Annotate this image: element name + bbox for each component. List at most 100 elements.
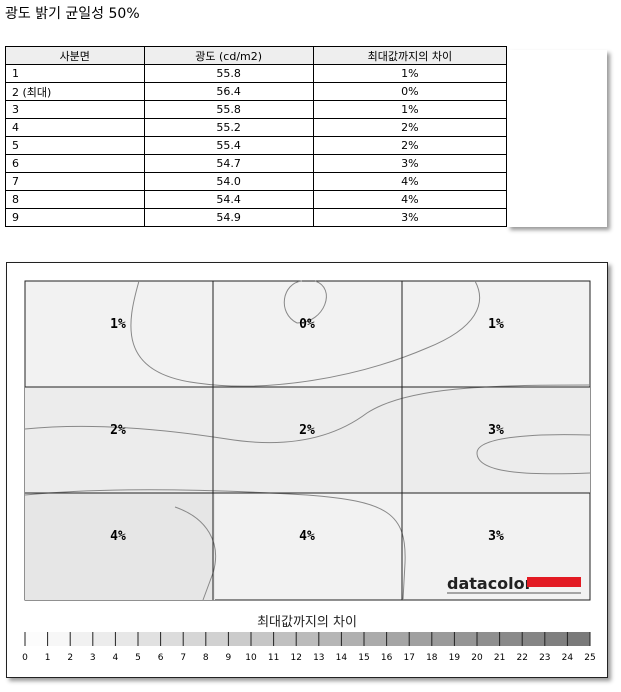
scale-tick-label: 24 <box>562 653 574 663</box>
cell-label: 3% <box>488 529 504 544</box>
scale-tick-label: 4 <box>113 653 119 663</box>
table-cell: 56.4 <box>143 82 314 101</box>
cell-label: 2% <box>299 423 315 438</box>
scale-segment <box>318 632 342 646</box>
table-cell: 1 <box>5 64 145 83</box>
scale-segment <box>341 632 364 646</box>
scale-segment <box>251 632 274 646</box>
scale-segment <box>431 632 455 646</box>
scale-segment <box>183 632 206 646</box>
table-cell: 6 <box>5 154 145 173</box>
scale-tick-label: 1 <box>45 653 51 663</box>
scale-segment <box>205 632 229 646</box>
table-cell: 3% <box>312 208 508 227</box>
data-table: 사분면 광도 (cd/m2) 최대값까지의 차이 1 55.8 1% 2 (최대) 56.4… <box>5 46 508 227</box>
scale-segment <box>409 632 432 646</box>
scale-segment <box>228 632 251 646</box>
datacolor-logo-bar <box>527 577 581 587</box>
table-cell: 55.4 <box>143 136 314 155</box>
table-cell: 1% <box>312 100 508 119</box>
table-cell: 4% <box>312 190 508 209</box>
bottom-left-region <box>25 493 215 600</box>
table-cell: 1% <box>312 64 508 83</box>
scale-segment <box>70 632 93 646</box>
contour-lines <box>24 280 591 601</box>
table-cell: 2% <box>312 118 508 137</box>
scale-segment <box>386 632 410 646</box>
table-cell: 7 <box>5 172 145 191</box>
scale-segment <box>138 632 161 646</box>
table-row: 5 55.4 2% <box>5 136 508 155</box>
scale-tick-label: 0 <box>22 653 28 663</box>
scale-tick-label: 5 <box>135 653 141 663</box>
scale-segment <box>499 632 523 646</box>
table-cell: 55.2 <box>143 118 314 137</box>
scale-segment <box>364 632 387 646</box>
table-row: 1 55.8 1% <box>5 64 508 83</box>
scale-tick-label: 7 <box>180 653 186 663</box>
scale-tick-label: 22 <box>516 653 527 663</box>
scale-segment <box>477 632 500 646</box>
column-header: 광도 (cd/m2) <box>143 46 314 65</box>
table-cell: 2% <box>312 136 508 155</box>
scale-tick-label: 23 <box>539 653 550 663</box>
table-cell: 55.8 <box>143 100 314 119</box>
scale-tick-label: 20 <box>471 653 483 663</box>
table-cell: 55.8 <box>143 64 314 83</box>
scale-tick-label: 11 <box>268 653 279 663</box>
table-cell: 54.4 <box>143 190 314 209</box>
datacolor-logo: datacolor <box>447 574 533 593</box>
table-row: 7 54.0 4% <box>5 172 508 191</box>
scale-tick-label: 6 <box>158 653 164 663</box>
scale-tick-label: 19 <box>449 653 461 663</box>
cell-label: 4% <box>299 529 315 544</box>
scale-tick-label: 18 <box>426 653 438 663</box>
scale-segment <box>115 632 138 646</box>
cell-label: 3% <box>488 423 504 438</box>
legend-title: 최대값까지의 차이 <box>257 615 357 630</box>
scale-segment <box>296 632 319 646</box>
cell-label: 4% <box>110 529 126 544</box>
scale-tick-label: 21 <box>494 653 505 663</box>
scale-tick-label: 12 <box>290 653 301 663</box>
cell-label: 2% <box>110 423 126 438</box>
data-table-wrap: 사분면 광도 (cd/m2) 최대값까지의 차이 1 55.8 1% 2 (최대) 56.4… <box>5 46 508 227</box>
scale-tick-label: 3 <box>90 653 96 663</box>
scale-tick-label: 10 <box>245 653 257 663</box>
cell-label: 0% <box>299 317 315 332</box>
page-title: 광도 밝기 균일성 50% <box>5 6 140 22</box>
cell-label: 1% <box>488 317 504 332</box>
column-header: 사분면 <box>5 46 145 65</box>
table-cell: 4% <box>312 172 508 191</box>
scale-tick-label: 14 <box>336 653 348 663</box>
table-cell: 3% <box>312 154 508 173</box>
table-cell: 8 <box>5 190 145 209</box>
scale-segment <box>522 632 545 646</box>
scale-segment <box>567 632 590 646</box>
scale-tick-label: 15 <box>358 653 369 663</box>
table-cell: 54.7 <box>143 154 314 173</box>
scale-segment <box>47 632 71 646</box>
scale-tick-label: 16 <box>381 653 393 663</box>
table-row: 6 54.7 3% <box>5 154 508 173</box>
table-row: 3 55.8 1% <box>5 100 508 119</box>
table-cell: 54.9 <box>143 208 314 227</box>
table-cell: 2 (최대) <box>5 82 145 101</box>
grid-lines <box>25 281 590 600</box>
column-header: 최대값까지의 차이 <box>312 46 508 65</box>
table-row: 9 54.9 3% <box>5 208 508 227</box>
table-row: 2 (최대) 56.4 0% <box>5 82 508 101</box>
scale-segment <box>544 632 568 646</box>
scale-tick-label: 8 <box>203 653 209 663</box>
scale-tick-label: 2 <box>67 653 73 663</box>
scale-segment <box>160 632 184 646</box>
scale-segment <box>454 632 477 646</box>
scale-tick-label: 13 <box>313 653 324 663</box>
table-cell: 9 <box>5 208 145 227</box>
table-cell: 3 <box>5 100 145 119</box>
table-cell: 5 <box>5 136 145 155</box>
scale-segment <box>25 632 48 646</box>
scale-segment <box>92 632 116 646</box>
scale-tick-label: 17 <box>403 653 414 663</box>
